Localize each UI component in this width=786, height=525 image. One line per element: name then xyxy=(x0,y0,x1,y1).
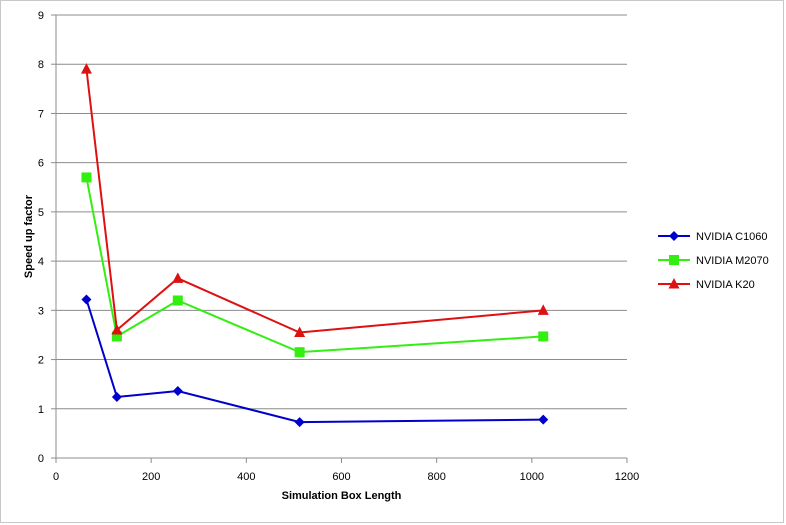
data-point xyxy=(294,417,305,428)
y-tick-label: 6 xyxy=(38,158,44,170)
series-1 xyxy=(81,172,549,358)
y-axis-title: Speed up factor xyxy=(23,194,35,278)
data-point xyxy=(172,272,184,283)
x-tick-label: 0 xyxy=(53,471,59,483)
y-tick-label: 0 xyxy=(38,453,44,465)
data-point xyxy=(172,386,183,397)
data-point xyxy=(81,172,92,183)
y-tick-label: 1 xyxy=(38,404,44,416)
x-tick-labels: 0 200 400 600 800 1000 1200 xyxy=(53,471,639,483)
series-line xyxy=(85,69,544,334)
y-tick-label: 2 xyxy=(38,355,44,367)
x-tick-label: 1200 xyxy=(615,471,639,483)
y-tick-label: 9 xyxy=(38,10,44,22)
y-tick-labels: 0 1 2 3 4 5 6 7 8 9 xyxy=(38,10,44,465)
data-point xyxy=(172,295,183,306)
y-tick-label: 7 xyxy=(38,108,44,120)
data-point xyxy=(294,347,305,358)
legend-marker xyxy=(669,231,679,241)
x-tick-label: 400 xyxy=(237,471,255,483)
series-layer xyxy=(80,63,549,428)
series-line xyxy=(85,177,544,354)
y-tick-label: 4 xyxy=(38,256,44,268)
data-point xyxy=(80,63,92,74)
x-tick-label: 1000 xyxy=(520,471,544,483)
x-tick-label: 800 xyxy=(427,471,445,483)
y-tick-label: 8 xyxy=(38,59,44,71)
data-point xyxy=(538,331,549,342)
legend-entry: NVIDIA K20 xyxy=(658,278,755,291)
legend: NVIDIA C1060 NVIDIA M2070 NVIDIA K20 xyxy=(658,231,769,291)
legend-marker xyxy=(668,278,680,289)
data-point xyxy=(294,326,306,337)
data-point xyxy=(111,331,122,342)
legend-marker xyxy=(669,255,679,265)
data-point xyxy=(111,391,122,402)
data-point xyxy=(111,324,123,335)
y-tick-label: 3 xyxy=(38,305,44,317)
legend-entry: NVIDIA M2070 xyxy=(658,255,769,267)
data-point xyxy=(81,294,92,305)
series-0 xyxy=(81,294,549,428)
series-2 xyxy=(80,63,549,337)
legend-label: NVIDIA K20 xyxy=(696,279,755,291)
x-tick-label: 600 xyxy=(332,471,350,483)
data-point xyxy=(537,304,549,315)
axes xyxy=(51,14,628,463)
legend-label: NVIDIA C1060 xyxy=(696,231,768,243)
legend-label: NVIDIA M2070 xyxy=(696,255,769,267)
x-axis-title: Simulation Box Length xyxy=(282,490,402,502)
y-tick-label: 5 xyxy=(38,207,44,219)
x-tick-label: 200 xyxy=(142,471,160,483)
gridlines xyxy=(56,14,627,410)
legend-entry: NVIDIA C1060 xyxy=(658,231,768,243)
series-line xyxy=(85,299,544,424)
data-point xyxy=(538,414,549,425)
